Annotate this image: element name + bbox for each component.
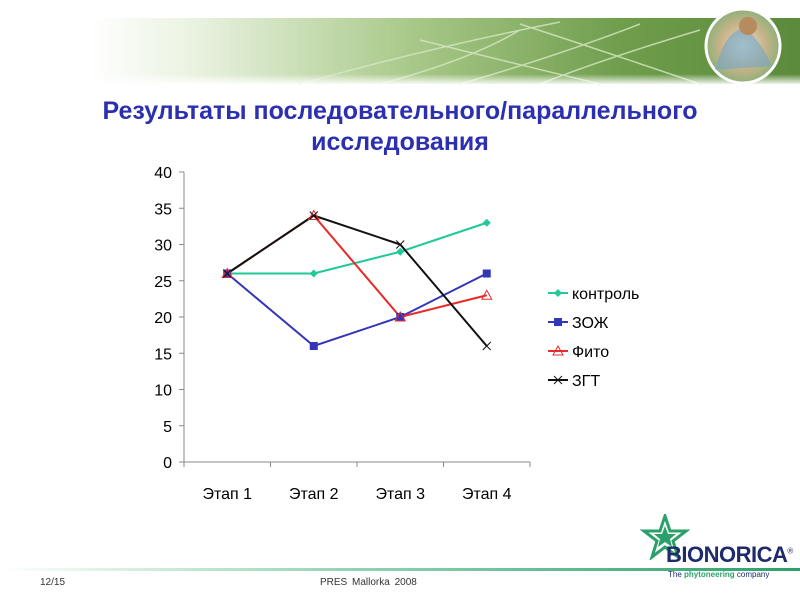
series-line-3 bbox=[226, 214, 488, 347]
x-tick-label: Этап 1 bbox=[202, 486, 252, 503]
data-point bbox=[396, 247, 405, 256]
data-point bbox=[395, 240, 405, 249]
data-point bbox=[482, 218, 491, 227]
series-line-0 bbox=[227, 221, 488, 275]
y-tick-labels: 0 5 10 15 20 25 30 35 40 bbox=[154, 165, 172, 472]
y-tick-label: 15 bbox=[154, 346, 172, 363]
data-point bbox=[480, 289, 493, 300]
y-tick-label: 0 bbox=[163, 455, 172, 472]
header-banner bbox=[90, 7, 800, 85]
y-tick-label: 5 bbox=[163, 419, 172, 436]
x-tick-label: Этап 4 bbox=[462, 486, 512, 503]
y-tick-label: 30 bbox=[154, 238, 172, 255]
legend-label: Фито bbox=[572, 344, 609, 361]
data-point bbox=[309, 211, 319, 220]
legend-marker bbox=[552, 344, 564, 356]
y-tick-label: 35 bbox=[154, 201, 172, 218]
brand-tagline: The phytoneering company bbox=[668, 570, 770, 579]
brand-logo: BIONORICA® The phytoneering company bbox=[640, 514, 793, 584]
legend-marker bbox=[553, 375, 563, 385]
x-tick-labels: Этап 1 Этап 2 Этап 3 Этап 4 bbox=[202, 486, 511, 503]
page-number: 12/15 bbox=[40, 577, 66, 588]
legend-label: ЗОЖ bbox=[572, 315, 609, 332]
chart-axes bbox=[179, 171, 531, 467]
star-logo-icon bbox=[640, 514, 690, 560]
y-tick-label: 40 bbox=[154, 165, 172, 182]
data-point bbox=[222, 269, 232, 278]
y-tick-label: 10 bbox=[154, 383, 172, 400]
legend-label: контроль bbox=[572, 286, 639, 303]
legend-label: ЗГТ bbox=[572, 373, 600, 390]
data-point bbox=[309, 342, 318, 350]
data-point bbox=[394, 310, 407, 322]
data-point bbox=[482, 341, 492, 351]
series-markers bbox=[221, 209, 493, 351]
data-point bbox=[482, 269, 491, 278]
series-line-1 bbox=[226, 272, 488, 348]
slide-title: Результаты последовательного/параллельно… bbox=[102, 97, 698, 156]
chart-legend: контроль ЗОЖ Фито ЗГТ bbox=[548, 286, 639, 390]
y-tick-label: 20 bbox=[154, 310, 172, 327]
x-tick-label: Этап 3 bbox=[375, 486, 425, 503]
data-point bbox=[221, 267, 234, 278]
brand-name: BIONORICA® bbox=[666, 542, 793, 567]
x-tick-label: Этап 2 bbox=[289, 486, 339, 503]
legend-marker bbox=[554, 318, 562, 326]
y-tick-label: 25 bbox=[154, 274, 172, 291]
legend-marker bbox=[554, 289, 562, 297]
series-lines bbox=[226, 214, 488, 348]
data-point bbox=[309, 269, 318, 278]
data-point bbox=[307, 209, 320, 220]
footer-divider bbox=[0, 568, 800, 571]
data-point bbox=[396, 313, 405, 321]
footer-text: PRES Mallorka 2008 bbox=[320, 577, 417, 588]
